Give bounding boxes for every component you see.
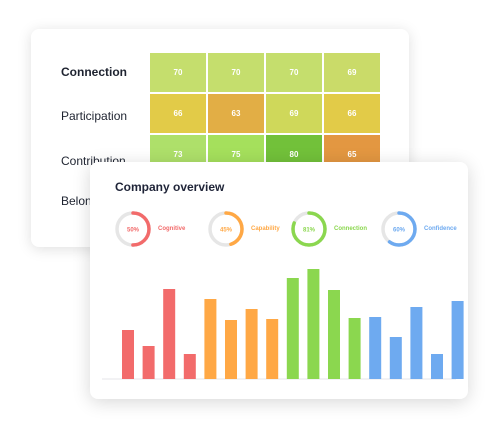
chart-bar bbox=[348, 318, 361, 379]
chart-bar bbox=[204, 299, 217, 379]
metric-percent: 45% bbox=[220, 228, 233, 234]
ring-progress-icon: 60% bbox=[381, 211, 417, 247]
metric-percent: 81% bbox=[303, 228, 316, 234]
heatmap-cell: 66 bbox=[324, 94, 380, 133]
heatmap-cell: 69 bbox=[266, 94, 322, 133]
row-label-connection: Connection bbox=[61, 65, 127, 79]
chart-bar bbox=[142, 346, 155, 379]
heatmap-cell: 69 bbox=[324, 53, 380, 92]
overview-title: Company overview bbox=[115, 180, 225, 194]
ring-progress-icon: 50% bbox=[115, 211, 151, 247]
metric-label: Cognitive bbox=[158, 226, 186, 232]
heatmap-cell: 70 bbox=[150, 53, 206, 92]
chart-bar bbox=[163, 289, 176, 379]
chart-bar bbox=[451, 301, 464, 379]
metric-cognitive[interactable]: 50% Cognitive bbox=[114, 210, 185, 248]
chart-bar bbox=[328, 290, 340, 379]
company-overview-card: Company overview 50% Cognitive 45% Capab… bbox=[90, 162, 468, 399]
bar-chart bbox=[102, 269, 464, 380]
heatmap-cell: 70 bbox=[208, 53, 264, 92]
metric-label: Capability bbox=[251, 226, 280, 232]
chart-bar bbox=[245, 309, 258, 379]
row-label-participation: Participation bbox=[61, 109, 128, 123]
metric-confidence[interactable]: 60% Confidence bbox=[380, 210, 457, 248]
chart-bar bbox=[307, 269, 320, 379]
heatmap-cell: 66 bbox=[150, 94, 206, 133]
chart-bar bbox=[266, 319, 279, 379]
metric-connection[interactable]: 81% Connection bbox=[290, 210, 367, 248]
chart-bar bbox=[225, 320, 237, 379]
metric-percent: 50% bbox=[127, 228, 140, 234]
metric-label: Confidence bbox=[424, 226, 457, 232]
ring-progress-icon: 81% bbox=[291, 211, 327, 247]
heatmap-cell: 63 bbox=[208, 94, 264, 133]
chart-bar bbox=[410, 307, 423, 379]
metric-percent: 60% bbox=[393, 228, 406, 234]
heatmap-cell: 70 bbox=[266, 53, 322, 92]
metric-capability[interactable]: 45% Capability bbox=[207, 210, 280, 248]
chart-bar bbox=[122, 330, 134, 379]
chart-bar bbox=[389, 337, 402, 379]
chart-bar bbox=[431, 354, 443, 379]
metric-label: Connection bbox=[334, 226, 367, 232]
row-label-belonging: Belon bbox=[61, 194, 92, 208]
ring-progress-icon: 45% bbox=[208, 211, 244, 247]
chart-bar bbox=[183, 354, 196, 379]
chart-bar bbox=[286, 278, 299, 379]
chart-bar bbox=[369, 317, 382, 379]
